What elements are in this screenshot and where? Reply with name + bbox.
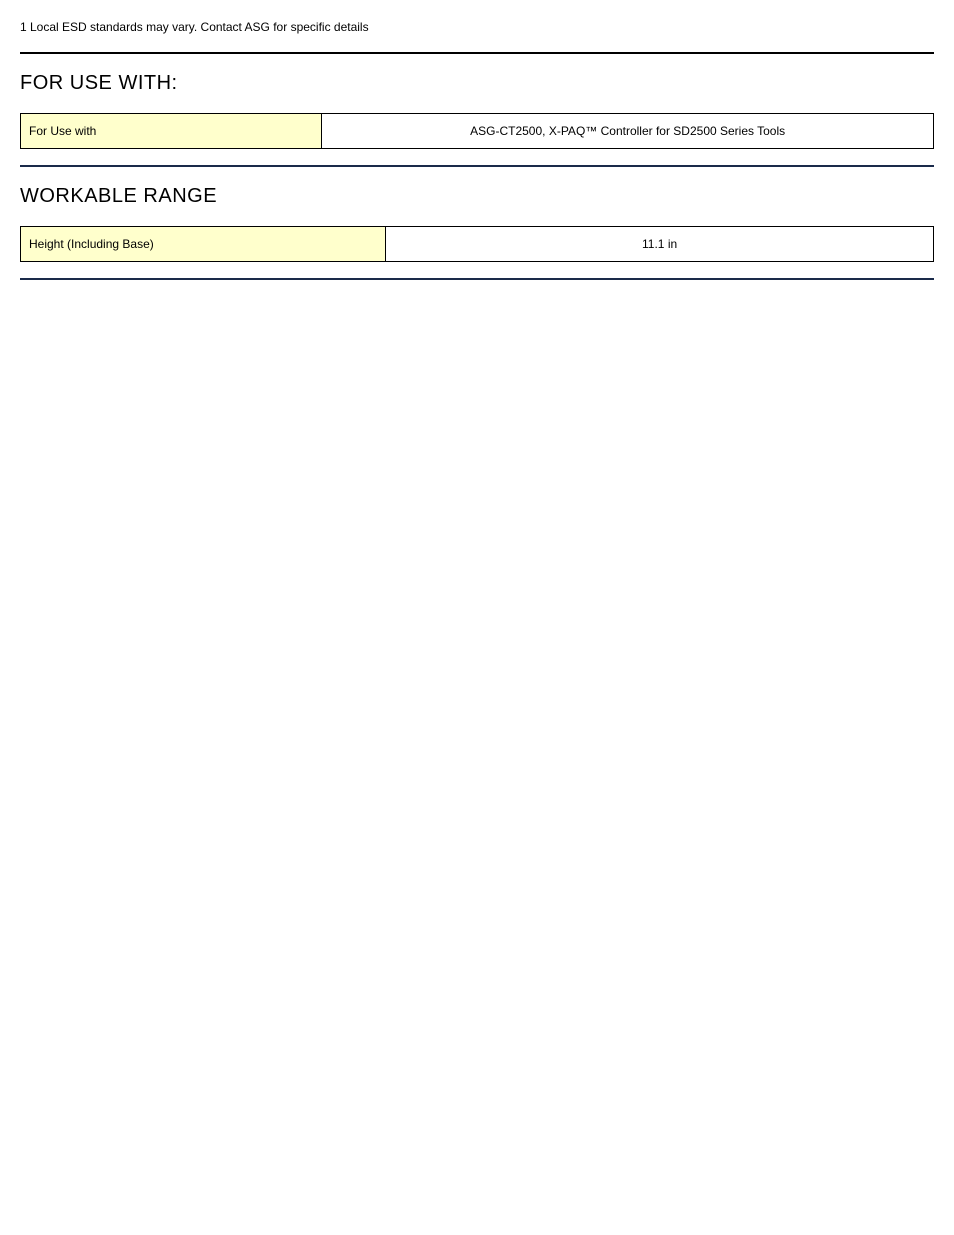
workable-range-value: 11.1 in [386,227,934,262]
section-heading-for-use-with: FOR USE WITH: [20,72,934,95]
workable-range-label: Height (Including Base) [21,227,386,262]
for-use-with-label: For Use with [21,114,322,149]
section-divider [20,165,934,167]
footnote-text: 1 Local ESD standards may vary. Contact … [20,20,934,54]
for-use-with-value: ASG-CT2500, X-PAQ™ Controller for SD2500… [322,114,934,149]
section-divider [20,278,934,280]
table-row: Height (Including Base) 11.1 in [21,227,934,262]
section-heading-workable-range: WORKABLE RANGE [20,185,934,208]
workable-range-table: Height (Including Base) 11.1 in [20,226,934,262]
for-use-with-table: For Use with ASG-CT2500, X-PAQ™ Controll… [20,113,934,149]
table-row: For Use with ASG-CT2500, X-PAQ™ Controll… [21,114,934,149]
